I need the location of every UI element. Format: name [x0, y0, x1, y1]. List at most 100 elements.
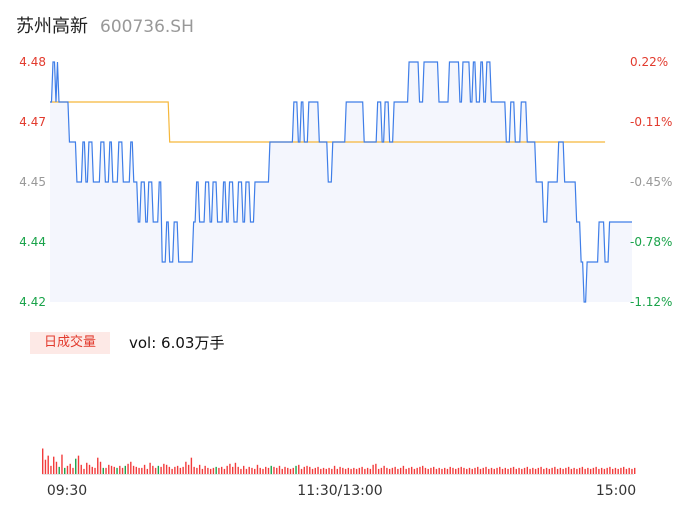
volume-bar — [229, 463, 231, 474]
volume-bar — [135, 466, 138, 474]
volume-bar — [198, 464, 201, 474]
volume-bar — [515, 468, 517, 474]
volume-bar — [366, 467, 369, 474]
volume-tab[interactable]: 日成交量 — [30, 332, 110, 354]
volume-bar — [328, 467, 330, 474]
volume-bar — [449, 466, 451, 474]
volume-bar — [388, 468, 391, 474]
volume-bar — [72, 467, 74, 474]
volume-bar — [86, 462, 88, 474]
volume-bar — [339, 466, 341, 474]
volume-bar — [435, 468, 438, 474]
volume-bar — [190, 457, 193, 474]
volume-bar — [482, 467, 484, 474]
volume-bar — [485, 466, 487, 474]
volume-bar — [545, 467, 548, 474]
volume-bar — [141, 467, 143, 474]
left-tick-label: 4.45 — [19, 175, 46, 189]
volume-bar — [548, 468, 551, 474]
right-tick-label: 0.22% — [630, 55, 668, 69]
volume-bar — [559, 467, 562, 474]
volume-bar — [127, 463, 129, 474]
volume-bar — [416, 467, 418, 474]
volume-bar — [179, 467, 182, 474]
left-tick-label: 4.47 — [19, 115, 46, 129]
volume-bars — [42, 448, 636, 475]
price-area — [50, 62, 632, 302]
volume-bar — [433, 466, 435, 474]
volume-bar — [254, 468, 256, 474]
avg-price-path — [50, 101, 606, 143]
volume-bar — [259, 467, 261, 474]
volume-bar — [402, 465, 405, 474]
volume-bar — [466, 468, 468, 474]
left-tick-label: 4.44 — [19, 235, 46, 249]
volume-bar — [295, 465, 297, 474]
volume-bar — [554, 466, 556, 474]
volume-bar — [215, 466, 217, 474]
volume-bar — [430, 467, 432, 474]
right-pct-axis: 0.22% -0.11% -0.45% -0.78% -1.12% — [630, 55, 672, 309]
volume-bar — [413, 468, 416, 474]
volume-bar — [507, 468, 509, 474]
volume-bar — [218, 467, 220, 474]
volume-bar — [231, 466, 234, 474]
volume-bar — [477, 466, 479, 474]
volume-bar — [237, 466, 239, 474]
volume-bar — [209, 468, 212, 474]
volume-bar — [364, 468, 366, 474]
right-tick-label: -1.12% — [630, 295, 672, 309]
volume-bar — [182, 466, 184, 474]
time-tick-label: 09:30 — [47, 483, 87, 499]
volume-bar — [160, 466, 162, 474]
volume-bar — [331, 468, 333, 474]
volume-bar — [157, 465, 160, 474]
volume-bar — [300, 468, 303, 474]
volume-bar — [419, 466, 421, 474]
volume-bar — [185, 461, 187, 474]
time-tick-label: 15:00 — [596, 483, 636, 499]
volume-bar — [322, 467, 325, 474]
volume-bar — [55, 461, 58, 474]
volume-bar — [377, 468, 380, 474]
volume-bar — [47, 455, 49, 474]
volume-bar — [397, 468, 399, 474]
volume-bar — [394, 466, 396, 474]
volume-bar — [576, 468, 578, 474]
volume-bar — [262, 468, 264, 474]
volume-bar — [463, 467, 465, 474]
volume-bar — [80, 464, 82, 474]
volume-bar — [336, 468, 339, 474]
volume-bar — [69, 463, 71, 474]
volume-bar — [518, 467, 520, 474]
volume-bar — [325, 468, 328, 474]
volume-bar — [193, 466, 195, 474]
volume-bar — [358, 467, 361, 474]
volume-bar — [375, 463, 377, 474]
volume-bar — [146, 468, 149, 474]
volume-bar — [42, 448, 44, 474]
volume-bar — [298, 464, 300, 474]
volume-bar — [446, 468, 449, 474]
volume-bar — [342, 467, 344, 474]
volume-bar — [303, 466, 305, 474]
volume-bar — [460, 466, 462, 474]
volume-bar — [204, 465, 206, 474]
volume-bar — [628, 467, 630, 474]
volume-bar — [587, 467, 589, 474]
volume-bar — [132, 465, 135, 474]
volume-bar — [350, 468, 352, 474]
volume-bar — [625, 468, 628, 474]
volume-bar — [245, 468, 248, 474]
volume-bar — [441, 468, 443, 474]
volume-bar — [529, 468, 531, 474]
volume-bar — [226, 465, 228, 474]
volume-bar — [77, 455, 80, 474]
volume-bar — [121, 467, 124, 474]
volume-bar — [344, 468, 347, 474]
volume-bar — [603, 468, 606, 474]
volume-bar — [510, 467, 512, 474]
volume-bar — [171, 468, 173, 474]
volume-bar — [471, 468, 473, 474]
